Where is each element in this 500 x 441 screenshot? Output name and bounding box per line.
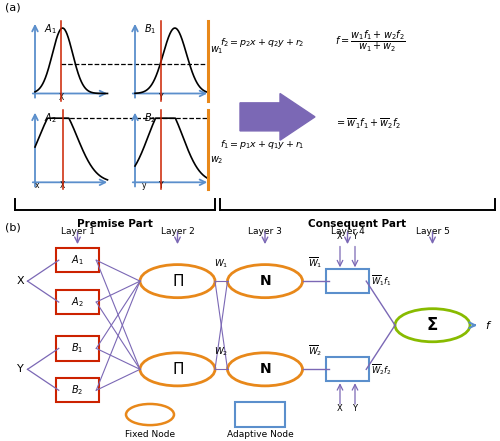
Text: $\overline{W}_2$: $\overline{W}_2$ [308, 344, 323, 358]
Text: X: X [60, 182, 66, 191]
Text: $\mathbf{N}$: $\mathbf{N}$ [259, 363, 271, 376]
Text: Y: Y [16, 364, 24, 374]
Text: (b): (b) [5, 223, 21, 233]
Text: $\mathbf{N}$: $\mathbf{N}$ [259, 274, 271, 288]
Text: $\Pi$: $\Pi$ [172, 361, 183, 377]
FancyBboxPatch shape [326, 269, 368, 293]
Text: $W_2$: $W_2$ [214, 346, 228, 358]
Text: $\overline{W}_2 f_2$: $\overline{W}_2 f_2$ [371, 362, 392, 377]
Text: Layer 5: Layer 5 [416, 227, 450, 236]
Text: $\Pi$: $\Pi$ [172, 273, 183, 289]
Text: x: x [36, 182, 40, 191]
Text: Premise Part: Premise Part [77, 219, 153, 229]
Text: $A_1$: $A_1$ [71, 253, 84, 267]
Text: $\overline{W}_1$: $\overline{W}_1$ [308, 255, 323, 270]
Text: X: X [337, 404, 343, 413]
Text: Adaptive Node: Adaptive Node [226, 430, 294, 439]
Text: X: X [58, 93, 64, 102]
Text: $B_1$: $B_1$ [72, 341, 84, 355]
Text: $f$: $f$ [485, 319, 492, 331]
Text: $B_2$: $B_2$ [144, 111, 156, 125]
Text: y: y [142, 182, 146, 191]
Text: X: X [337, 232, 343, 241]
Polygon shape [240, 93, 315, 140]
FancyBboxPatch shape [235, 402, 285, 427]
Text: $A_2$: $A_2$ [44, 111, 57, 125]
Text: X: X [16, 276, 24, 286]
Text: $= \overline{w}_1 f_1 + \overline{w}_2 f_2$: $= \overline{w}_1 f_1 + \overline{w}_2 f… [335, 117, 402, 131]
Text: Layer 2: Layer 2 [160, 227, 194, 236]
Text: $A_2$: $A_2$ [71, 295, 84, 309]
Text: Layer 1: Layer 1 [60, 227, 94, 236]
Text: $B_2$: $B_2$ [72, 383, 84, 397]
Text: $f = \dfrac{w_1 f_1 + w_2 f_2}{w_1 + w_2}$: $f = \dfrac{w_1 f_1 + w_2 f_2}{w_1 + w_2… [335, 28, 406, 54]
Text: Y: Y [352, 404, 358, 413]
Text: $w_1$: $w_1$ [210, 44, 223, 56]
Text: $A_1$: $A_1$ [44, 22, 57, 36]
Text: $\overline{W}_1 f_1$: $\overline{W}_1 f_1$ [371, 274, 392, 288]
FancyBboxPatch shape [56, 248, 98, 273]
FancyBboxPatch shape [56, 378, 98, 402]
Text: Layer 4: Layer 4 [330, 227, 364, 236]
Text: Layer 3: Layer 3 [248, 227, 282, 236]
Text: Y: Y [352, 232, 358, 241]
FancyBboxPatch shape [326, 357, 368, 381]
Text: Y: Y [159, 182, 164, 191]
Text: $\mathbf{\Sigma}$: $\mathbf{\Sigma}$ [426, 316, 438, 334]
Text: Fixed Node: Fixed Node [125, 430, 175, 439]
Text: (a): (a) [5, 2, 20, 12]
FancyBboxPatch shape [56, 336, 98, 361]
Text: $w_2$: $w_2$ [210, 155, 223, 166]
Text: $f_2 = p_2 x + q_2 y + r_2$: $f_2 = p_2 x + q_2 y + r_2$ [220, 36, 304, 49]
Text: Y: Y [159, 93, 164, 102]
Text: $W_1$: $W_1$ [214, 258, 228, 270]
FancyBboxPatch shape [56, 290, 98, 314]
Text: $B_1$: $B_1$ [144, 22, 156, 36]
Text: Consequent Part: Consequent Part [308, 219, 406, 229]
Text: $f_1 = p_1 x + q_1 y + r_1$: $f_1 = p_1 x + q_1 y + r_1$ [220, 138, 304, 151]
